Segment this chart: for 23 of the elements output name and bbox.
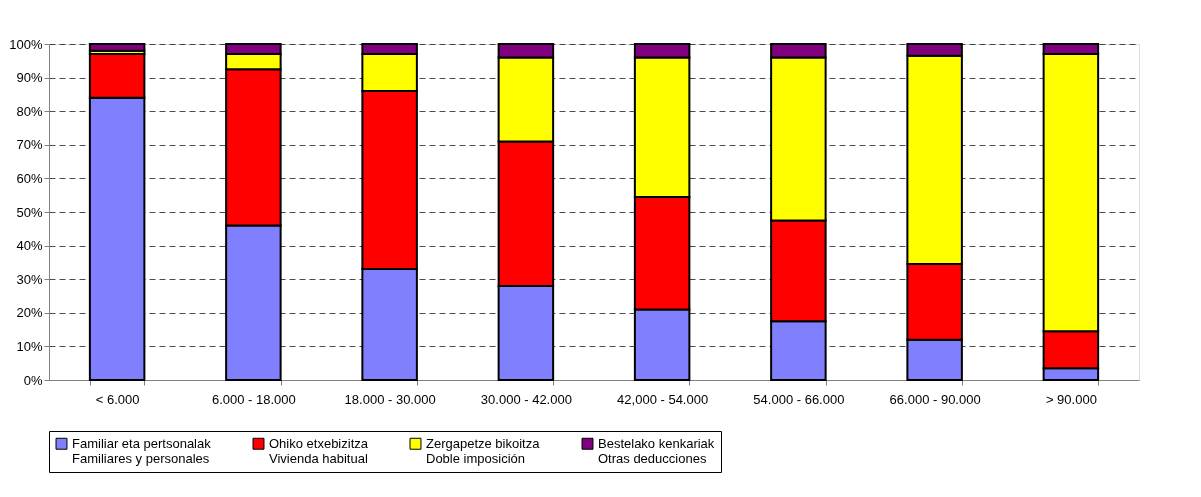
x-tick-label: 30.000 - 42.000: [480, 391, 572, 407]
x-tick-label: 54.000 - 66.000: [753, 391, 845, 407]
y-tick-label: 60%: [16, 170, 43, 186]
legend-label: Ohiko etxebizitza Vivienda habitual: [269, 435, 369, 466]
x-tick-label: 42,000 - 54.000: [617, 391, 709, 407]
y-tick-label: 20%: [16, 305, 43, 321]
y-tick-label: 70%: [16, 137, 43, 153]
x-tick-label: 6.000 - 18.000: [211, 391, 296, 407]
y-tick-label: 0%: [23, 372, 43, 388]
legend-label: Zergapetze bikoitza Doble imposición: [426, 435, 541, 466]
y-tick-label: 10%: [16, 338, 43, 354]
y-tick-label: 30%: [16, 271, 43, 287]
y-tick-label: 50%: [16, 204, 43, 220]
y-tick-label: 40%: [16, 238, 43, 254]
x-tick-label: 18.000 - 30.000: [344, 391, 436, 407]
y-tick-label: 100%: [9, 36, 43, 52]
y-tick-label: 80%: [16, 103, 43, 119]
y-tick-label: 90%: [16, 70, 43, 86]
x-tick-label: > 90.000: [1045, 391, 1097, 407]
x-tick-label: 66.000 - 90.000: [889, 391, 981, 407]
legend-label: Familiar eta pertsonalak Familiares y personales: [72, 435, 212, 466]
legend-label: Bestelako kenkariak Otras deducciones: [598, 435, 715, 466]
x-tick-label: < 6.000: [95, 391, 140, 407]
